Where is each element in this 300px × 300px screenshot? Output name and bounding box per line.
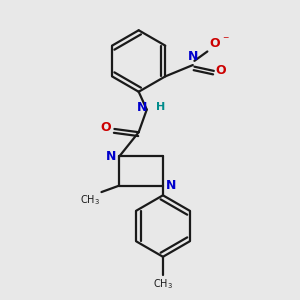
Text: CH$_3$: CH$_3$ bbox=[153, 277, 173, 291]
Text: O: O bbox=[209, 37, 220, 50]
Text: N: N bbox=[188, 50, 198, 63]
Text: O: O bbox=[100, 121, 110, 134]
Text: N: N bbox=[106, 150, 117, 163]
Text: O: O bbox=[216, 64, 226, 77]
Text: H: H bbox=[157, 102, 166, 112]
Text: $^-$: $^-$ bbox=[221, 36, 230, 46]
Text: N: N bbox=[166, 179, 176, 192]
Text: CH$_3$: CH$_3$ bbox=[80, 194, 100, 208]
Text: N: N bbox=[136, 101, 147, 114]
